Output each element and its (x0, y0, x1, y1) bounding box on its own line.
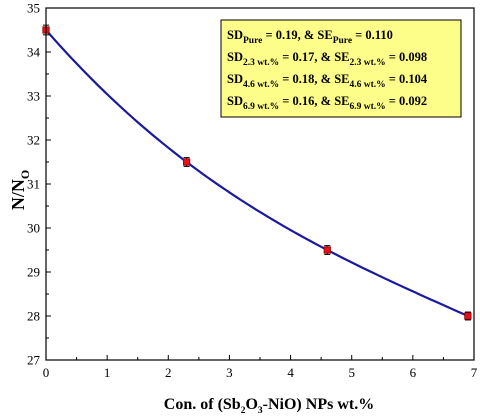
legend-box (220, 19, 462, 118)
fit-curve (45, 29, 469, 318)
y-tick-label: 27 (27, 353, 41, 368)
x-tick-label: 4 (287, 365, 294, 380)
legend-entry: SD4.6 wt.% = 0.18, & SE4.6 wt.% = 0.104 (227, 72, 428, 90)
data-point (323, 246, 331, 254)
y-tick-label: 30 (27, 221, 40, 236)
legend-entry: SDPure = 0.19, & SEPure = 0.110 (227, 28, 393, 46)
x-tick-label: 5 (348, 365, 355, 380)
plot-frame (45, 7, 475, 361)
y-tick-label: 28 (27, 309, 40, 324)
y-tick-label: 33 (27, 89, 40, 104)
x-tick-label: 7 (471, 365, 478, 380)
y-tick-label: 31 (27, 177, 40, 192)
x-axis-label: Con. of (Sb2O3-NiO) NPs wt.% (164, 396, 374, 416)
x-tick-label: 6 (410, 365, 417, 380)
x-tick-label: 0 (43, 365, 50, 380)
y-tick-label: 29 (27, 265, 40, 280)
data-point (464, 312, 472, 320)
y-tick-label: 32 (27, 133, 40, 148)
x-tick-label: 3 (226, 365, 233, 380)
y-axis-label: N/NO (8, 170, 32, 210)
x-tick-label: 1 (104, 365, 111, 380)
x-tick-label: 2 (165, 365, 172, 380)
data-point (183, 158, 191, 166)
y-tick-label: 35 (27, 1, 40, 16)
y-tick-label: 34 (27, 45, 41, 60)
legend-entry: SD2.3 wt.% = 0.17, & SE2.3 wt.% = 0.098 (227, 50, 427, 68)
legend-entry: SD6.9 wt.% = 0.16, & SE6.9 wt.% = 0.092 (227, 94, 427, 112)
legend: SDPure = 0.19, & SEPure = 0.110 SD2.3 wt.… (220, 19, 462, 118)
